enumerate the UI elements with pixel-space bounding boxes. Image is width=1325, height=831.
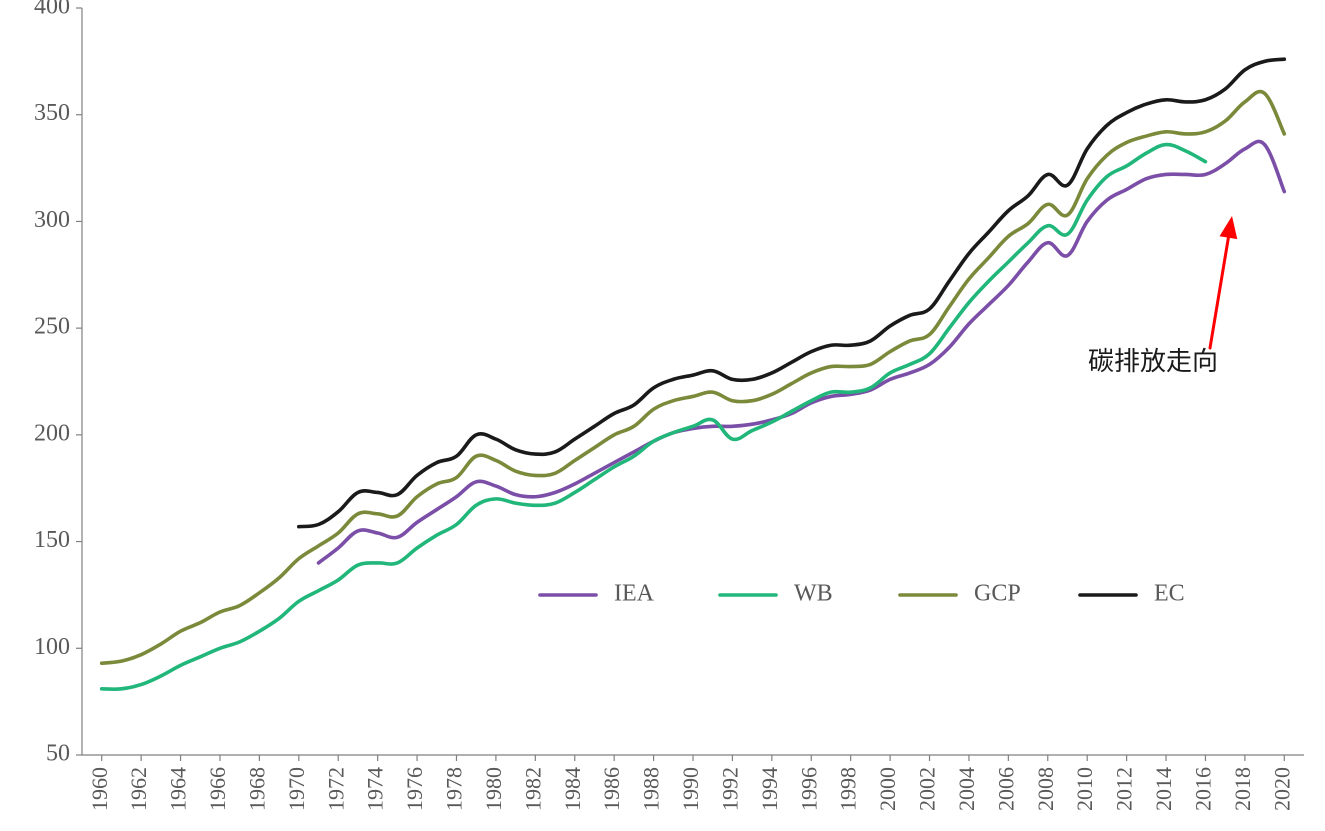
x-tick-label: 1966	[205, 767, 230, 811]
x-tick-label: 1962	[126, 767, 151, 811]
x-tick-label: 2018	[1230, 767, 1255, 811]
y-tick-label: 50	[46, 741, 70, 767]
x-tick-label: 2000	[875, 767, 900, 811]
x-tick-label: 1980	[481, 767, 506, 811]
chart-svg: 50 100 150 200 250 300 350 400 1960 1962 1964 1966 1…	[0, 0, 1325, 831]
x-tick-label: 1990	[678, 767, 703, 811]
x-tick-label: 1982	[520, 767, 545, 811]
x-tick-label: 1960	[87, 767, 112, 811]
legend-label: WB	[794, 581, 833, 607]
x-tick-label: 1976	[402, 767, 427, 811]
y-tick-label: 250	[34, 314, 70, 340]
x-tick-label: 2016	[1190, 767, 1215, 811]
x-tick-label: 2008	[1033, 767, 1058, 811]
x-tick-label: 1968	[244, 767, 269, 811]
x-tick-label: 1986	[599, 767, 624, 811]
y-tick-label: 100	[34, 634, 70, 660]
legend-label: EC	[1154, 581, 1185, 607]
x-tick-label: 2012	[1112, 767, 1137, 811]
y-tick-label: 300	[34, 207, 70, 233]
annotation-label: 碳排放走向	[1088, 341, 1218, 378]
x-tick-label: 1988	[639, 767, 664, 811]
y-tick-label: 200	[34, 420, 70, 446]
x-tick-label: 2014	[1151, 767, 1176, 811]
legend-label: GCP	[974, 581, 1021, 607]
legend-label: IEA	[614, 581, 655, 607]
x-tick-label: 2010	[1072, 767, 1097, 811]
x-tick-label: 1992	[717, 767, 742, 811]
y-tick-label: 150	[34, 527, 70, 553]
x-tick-label: 1984	[560, 767, 585, 811]
x-tick-label: 2020	[1269, 767, 1294, 811]
x-tick-label: 2004	[954, 767, 979, 811]
x-tick-label: 1996	[796, 767, 821, 811]
x-tick-label: 1970	[284, 767, 309, 811]
x-tick-label: 2002	[915, 767, 940, 811]
x-tick-label: 1974	[363, 767, 388, 811]
x-tick-label: 2006	[993, 767, 1018, 811]
x-tick-label: 1964	[166, 767, 191, 811]
emissions-line-chart: 50 100 150 200 250 300 350 400 1960 1962 1964 1966 1…	[0, 0, 1325, 831]
y-tick-label: 400	[34, 0, 70, 20]
x-tick-label: 1998	[836, 767, 861, 811]
x-tick-label: 1994	[757, 767, 782, 811]
x-tick-label: 1972	[323, 767, 348, 811]
y-tick-label: 350	[34, 100, 70, 126]
x-tick-label: 1978	[442, 767, 467, 811]
